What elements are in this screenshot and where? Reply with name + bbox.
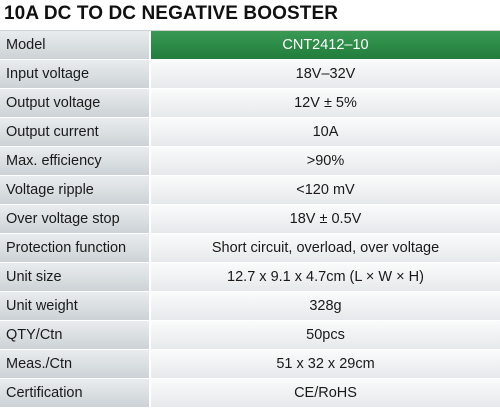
spec-value: 12V ± 5% bbox=[151, 89, 500, 117]
spec-table: Model CNT2412–10 Input voltage 18V–32V O… bbox=[0, 30, 500, 407]
spec-row-meas-ctn: Meas./Ctn 51 x 32 x 29cm bbox=[0, 350, 500, 378]
spec-row-unit-size: Unit size 12.7 x 9.1 x 4.7cm (L × W × H) bbox=[0, 263, 500, 291]
spec-value: 18V ± 0.5V bbox=[151, 205, 500, 233]
spec-label: Voltage ripple bbox=[0, 176, 149, 204]
spec-value: 328g bbox=[151, 292, 500, 320]
spec-label: Unit size bbox=[0, 263, 149, 291]
spec-label: Model bbox=[0, 31, 149, 59]
spec-value: 12.7 x 9.1 x 4.7cm (L × W × H) bbox=[151, 263, 500, 291]
spec-row-output-voltage: Output voltage 12V ± 5% bbox=[0, 89, 500, 117]
spec-row-protection-function: Protection function Short circuit, overl… bbox=[0, 234, 500, 262]
spec-label: Over voltage stop bbox=[0, 205, 149, 233]
spec-label: Protection function bbox=[0, 234, 149, 262]
spec-label: Certification bbox=[0, 379, 149, 407]
spec-label: Output current bbox=[0, 118, 149, 146]
spec-value: >90% bbox=[151, 147, 500, 175]
spec-row-voltage-ripple: Voltage ripple <120 mV bbox=[0, 176, 500, 204]
page-title: 10A DC TO DC NEGATIVE BOOSTER bbox=[4, 3, 339, 24]
spec-row-input-voltage: Input voltage 18V–32V bbox=[0, 60, 500, 88]
spec-label: Output voltage bbox=[0, 89, 149, 117]
spec-label: QTY/Ctn bbox=[0, 321, 149, 349]
spec-label: Meas./Ctn bbox=[0, 350, 149, 378]
spec-row-certification: Certification CE/RoHS bbox=[0, 379, 500, 407]
spec-row-qty-ctn: QTY/Ctn 50pcs bbox=[0, 321, 500, 349]
spec-value: CE/RoHS bbox=[151, 379, 500, 407]
spec-value: 18V–32V bbox=[151, 60, 500, 88]
spec-label: Input voltage bbox=[0, 60, 149, 88]
spec-value: 51 x 32 x 29cm bbox=[151, 350, 500, 378]
spec-row-max-efficiency: Max. efficiency >90% bbox=[0, 147, 500, 175]
spec-value: 10A bbox=[151, 118, 500, 146]
spec-row-output-current: Output current 10A bbox=[0, 118, 500, 146]
spec-value: CNT2412–10 bbox=[151, 31, 500, 59]
spec-value: Short circuit, overload, over voltage bbox=[151, 234, 500, 262]
spec-row-unit-weight: Unit weight 328g bbox=[0, 292, 500, 320]
spec-value: <120 mV bbox=[151, 176, 500, 204]
spec-label: Max. efficiency bbox=[0, 147, 149, 175]
spec-value: 50pcs bbox=[151, 321, 500, 349]
spec-row-model: Model CNT2412–10 bbox=[0, 31, 500, 59]
spec-label: Unit weight bbox=[0, 292, 149, 320]
spec-row-over-voltage-stop: Over voltage stop 18V ± 0.5V bbox=[0, 205, 500, 233]
